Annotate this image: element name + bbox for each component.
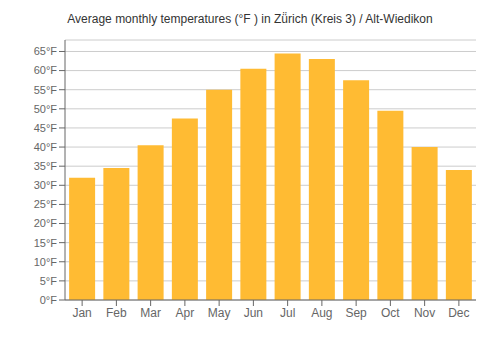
svg-text:Feb: Feb: [106, 306, 127, 320]
svg-text:Mar: Mar: [140, 306, 161, 320]
svg-text:Dec: Dec: [448, 306, 469, 320]
svg-text:Aug: Aug: [311, 306, 332, 320]
svg-text:40°F: 40°F: [34, 141, 58, 153]
svg-text:5°F: 5°F: [40, 275, 58, 287]
svg-text:Nov: Nov: [414, 306, 435, 320]
svg-text:Oct: Oct: [381, 306, 400, 320]
svg-text:65°F: 65°F: [34, 45, 58, 57]
svg-text:30°F: 30°F: [34, 179, 58, 191]
svg-text:35°F: 35°F: [34, 160, 58, 172]
svg-text:25°F: 25°F: [34, 198, 58, 210]
svg-text:Apr: Apr: [176, 306, 195, 320]
svg-text:45°F: 45°F: [34, 122, 58, 134]
svg-text:60°F: 60°F: [34, 64, 58, 76]
svg-text:0°F: 0°F: [40, 294, 58, 306]
svg-text:10°F: 10°F: [34, 256, 58, 268]
svg-text:55°F: 55°F: [34, 84, 58, 96]
html-text:Average monthly temperatures (: Average monthly temperatures (°F ) in Zü…: [67, 12, 433, 26]
svg-text:15°F: 15°F: [34, 237, 58, 249]
svg-text:Jun: Jun: [244, 306, 263, 320]
svg-text:20°F: 20°F: [34, 217, 58, 229]
svg-text:Jan: Jan: [72, 306, 91, 320]
svg-text:Jul: Jul: [280, 306, 295, 320]
svg-text:May: May: [208, 306, 231, 320]
svg-text:50°F: 50°F: [34, 103, 58, 115]
svg-text:Sep: Sep: [345, 306, 367, 320]
